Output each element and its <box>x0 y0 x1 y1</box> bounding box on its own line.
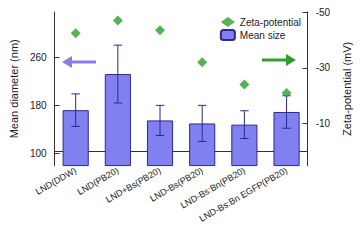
svg-text:-30: -30 <box>316 62 331 73</box>
svg-text:180: 180 <box>30 100 47 111</box>
svg-text:260: 260 <box>30 52 47 63</box>
svg-text:-50: -50 <box>316 7 331 18</box>
svg-text:LND-Bs:Bn(PB20): LND-Bs:Bn(PB20) <box>178 165 247 211</box>
svg-text:LND(DDW): LND(DDW) <box>34 165 78 196</box>
svg-text:100: 100 <box>30 148 47 159</box>
svg-text:Mean size: Mean size <box>240 30 286 41</box>
svg-text:Zeta-potential (mV): Zeta-potential (mV) <box>341 42 353 136</box>
svg-text:-10: -10 <box>316 118 331 129</box>
svg-text:LND+Bs(PB20): LND+Bs(PB20) <box>104 165 163 205</box>
svg-text:Mean diameter (nm): Mean diameter (nm) <box>8 39 20 138</box>
svg-text:LND-Bs(PB20): LND-Bs(PB20) <box>148 165 205 204</box>
svg-text:LND(PB20): LND(PB20) <box>75 165 121 197</box>
svg-text:Zeta-potential: Zeta-potential <box>240 17 301 28</box>
svg-text:LND-Bs:Bn EGFP(PB20): LND-Bs:Bn EGFP(PB20) <box>198 165 289 224</box>
